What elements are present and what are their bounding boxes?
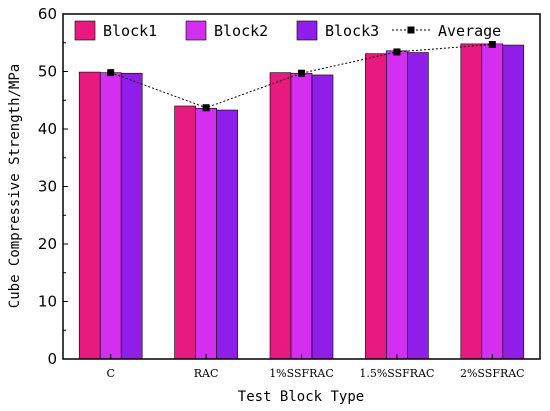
x-tick-label-3: 1.5%SSFRAC [359,367,434,380]
bar-block2-0 [99,72,122,360]
average-marker-3 [393,48,401,56]
bars-group [78,43,525,360]
y-tick-label-10: 10 [38,293,57,311]
x-tick-label-0: C [106,367,114,380]
x-tick-label-2: 1%SSFRAC [269,367,334,380]
x-axis: C RAC 1%SSFRAC 1.5%SSFRAC 2%SSFRAC [106,354,525,380]
legend-average-marker [407,26,415,34]
legend-label-block1: Block1 [103,22,157,40]
y-tick-label-40: 40 [38,120,57,138]
bar-block2-2 [290,72,313,360]
legend-swatch-block2 [185,20,207,41]
x-axis-title: Test Block Type [238,389,364,405]
average-marker-1 [202,104,210,112]
bar-block1-0 [78,71,101,360]
y-tick-label-30: 30 [38,178,57,196]
average-line [110,43,493,109]
y-axis-title: Cube Compressive Strength/MPa [7,64,23,308]
bar-block1-3 [365,53,387,360]
bar-block1-2 [269,72,292,360]
y-tick-label-20: 20 [38,235,57,253]
bar-block2-3 [386,50,408,360]
bar-block3-4 [502,44,525,360]
x-tick-label-1: RAC [194,367,219,380]
average-series [107,40,496,112]
legend-label-block3: Block3 [325,22,379,40]
bar-block1-4 [460,43,483,360]
bar-block3-2 [311,74,334,360]
average-marker-2 [298,69,305,77]
average-marker-0 [107,69,115,77]
legend-swatch-block1 [74,20,96,41]
bar-block2-1 [195,108,217,360]
y-tick-label-0: 0 [47,350,57,368]
bar-block3-0 [120,72,143,360]
x-tick-label-4: 2%SSFRAC [460,367,525,380]
y-tick-label-50: 50 [38,63,57,81]
legend-label-block2: Block2 [214,22,268,40]
legend-label-average: Average [438,22,501,40]
legend: Block1 Block2 Block3 Average [74,20,501,41]
average-marker-4 [488,40,496,48]
bar-block3-3 [407,52,429,360]
bar-block3-1 [216,109,238,360]
y-axis: 0 10 20 30 40 50 60 [38,5,68,368]
bar-block2-4 [481,43,504,360]
bar-block1-1 [174,105,196,360]
legend-swatch-block3 [296,20,318,41]
y-tick-label-60: 60 [38,5,57,23]
